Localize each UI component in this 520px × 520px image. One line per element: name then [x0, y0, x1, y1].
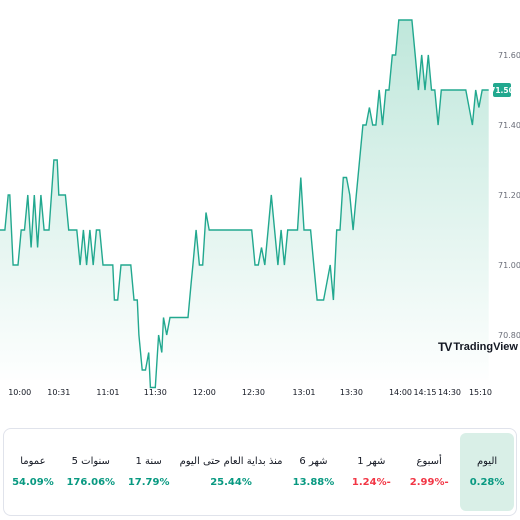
performance-period-value: 1.24%- — [351, 477, 391, 488]
performance-period-7[interactable]: عموما 54.09% — [6, 433, 60, 511]
performance-period-6[interactable]: 5 سنوات 176.06% — [64, 433, 118, 511]
performance-period-label: أسبوع — [416, 456, 442, 467]
x-tick-label: 10:00 — [8, 388, 31, 397]
performance-bar: اليوم 0.28% أسبوع 2.99%- 1 شهر 1.24%- 6 شهر 13.… — [3, 428, 517, 516]
performance-period-label: 6 شهر — [299, 456, 328, 467]
performance-period-1[interactable]: أسبوع 2.99%- — [402, 433, 456, 511]
price-chart[interactable]: 71.60 71.40 71.20 71.00 70.80 10:00 10:31 11:0… — [0, 0, 520, 420]
y-tick-label: 71.40 — [498, 121, 520, 130]
performance-period-3[interactable]: 6 شهر 13.88% — [287, 433, 341, 511]
performance-period-0[interactable]: اليوم 0.28% — [460, 433, 514, 511]
performance-period-value: 13.88% — [292, 477, 335, 488]
x-tick-label: 14:30 — [438, 388, 461, 397]
last-price-tag: 71.50 — [490, 83, 514, 97]
performance-period-label: 1 سنة — [135, 456, 162, 467]
performance-period-label: اليوم — [476, 456, 498, 467]
performance-period-value: 17.79% — [127, 477, 170, 488]
x-tick-label: 13:30 — [340, 388, 363, 397]
y-tick-label: 70.80 — [498, 331, 520, 340]
price-area — [0, 20, 489, 388]
tradingview-logo-icon: TV — [438, 340, 452, 354]
x-tick-label: 11:01 — [96, 388, 119, 397]
performance-period-value: 176.06% — [66, 477, 116, 488]
x-tick-label: 14:00 — [389, 388, 412, 397]
chart-canvas[interactable]: 71.60 71.40 71.20 71.00 70.80 10:00 10:31 11:0… — [0, 0, 520, 420]
performance-period-5[interactable]: 1 سنة 17.79% — [122, 433, 176, 511]
performance-period-value: 25.44% — [210, 477, 252, 488]
x-axis: 10:00 10:31 11:01 11:30 12:00 12:30 13:01 13:30… — [8, 388, 492, 397]
price-line — [0, 19, 489, 389]
tradingview-logo-text: TradingView — [453, 341, 518, 353]
last-price-label: 71.50 — [490, 86, 514, 95]
y-axis: 71.60 71.40 71.20 71.00 70.80 — [498, 51, 520, 340]
performance-period-label: 1 شهر — [357, 456, 386, 467]
performance-period-label: منذ بداية العام حتى اليوم — [179, 456, 283, 467]
performance-period-label: عموما — [20, 456, 46, 467]
y-tick-label: 71.00 — [498, 261, 520, 270]
x-tick-label: 12:00 — [193, 388, 216, 397]
x-tick-label: 15:10 — [469, 388, 492, 397]
performance-period-2[interactable]: 1 شهر 1.24%- — [344, 433, 398, 511]
x-tick-label: 14:15 — [413, 388, 436, 397]
x-tick-label: 11:30 — [144, 388, 167, 397]
y-tick-label: 71.20 — [498, 191, 520, 200]
tradingview-logo[interactable]: TV TradingView — [438, 340, 518, 354]
performance-period-value: 0.28% — [469, 477, 505, 488]
performance-period-label: 5 سنوات — [71, 456, 110, 467]
x-tick-label: 10:31 — [47, 388, 70, 397]
performance-period-value: 54.09% — [12, 477, 54, 488]
performance-period-4[interactable]: منذ بداية العام حتى اليوم 25.44% — [180, 433, 283, 511]
x-tick-label: 12:30 — [242, 388, 265, 397]
y-tick-label: 71.60 — [498, 51, 520, 60]
performance-period-value: 2.99%- — [409, 477, 449, 488]
x-tick-label: 13:01 — [292, 388, 315, 397]
